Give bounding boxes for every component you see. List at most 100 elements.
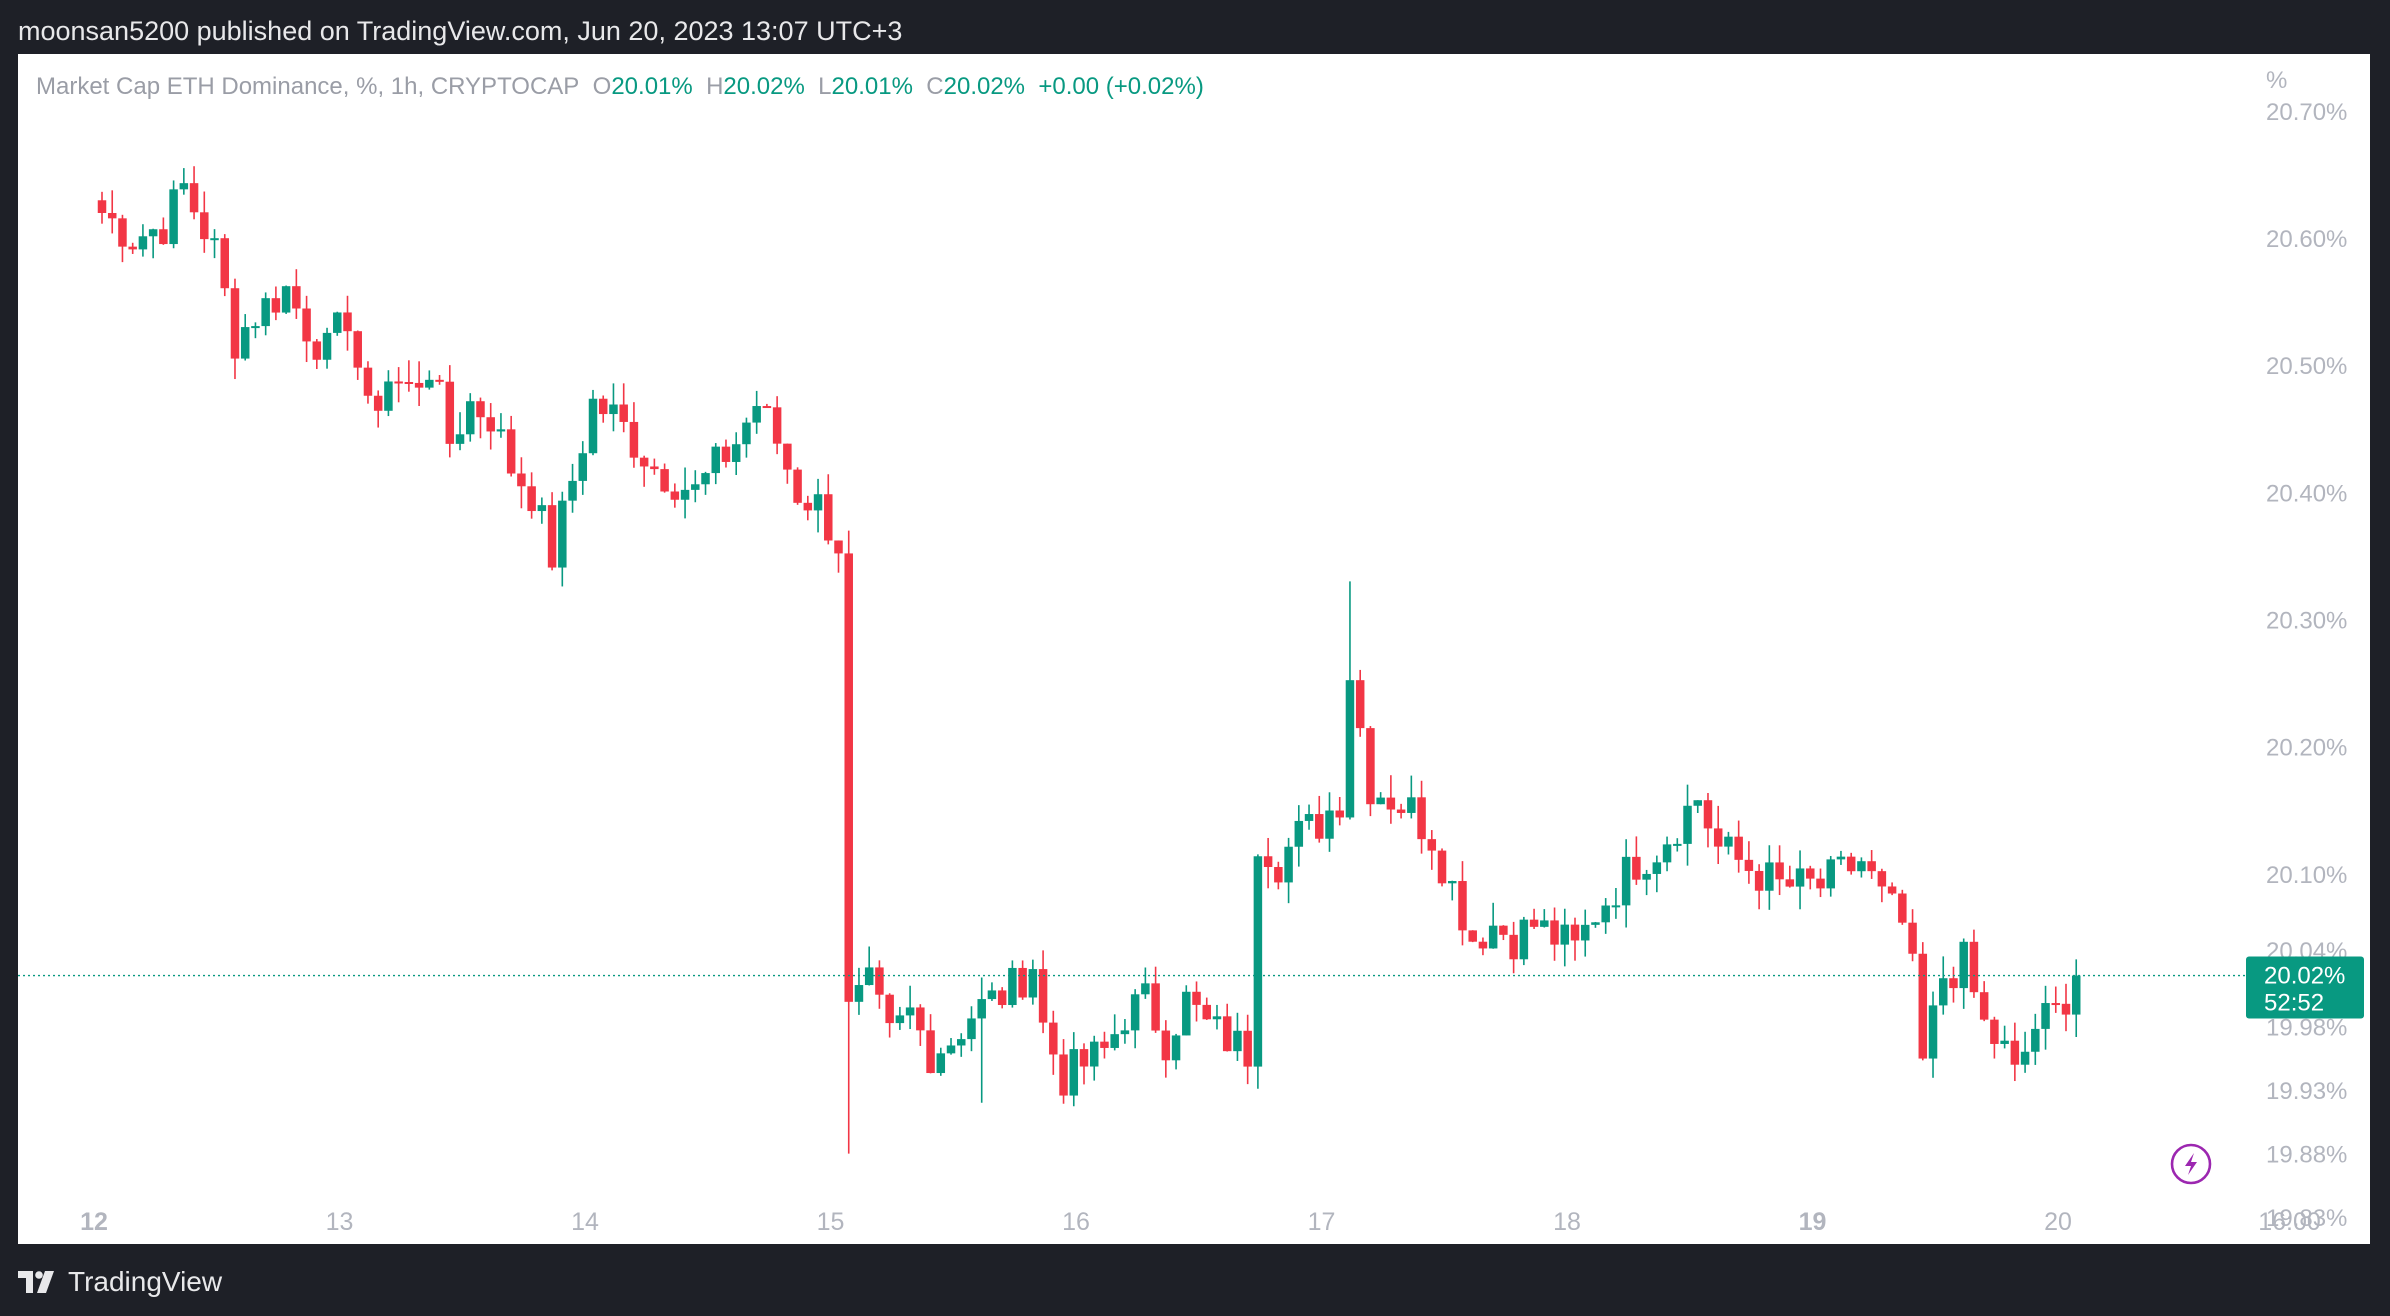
candle [977, 977, 986, 1103]
candle [179, 168, 189, 195]
candle-body [1028, 969, 1038, 998]
candle [506, 415, 516, 477]
candle [1355, 669, 1365, 737]
candle-body [1059, 1054, 1068, 1096]
candle-body [2010, 1040, 2020, 1065]
candle-body [1969, 941, 1979, 993]
legend-close-label: C [926, 73, 944, 100]
candle-body [793, 469, 802, 503]
chart-legend: Market Cap ETH Dominance, %, 1h, CRYPTOC… [36, 73, 1204, 101]
candle-body [373, 395, 383, 411]
candle-body [1038, 969, 1048, 1023]
candle [916, 1004, 925, 1046]
candle-body [1887, 886, 1897, 894]
candle [394, 367, 403, 403]
candle-body [1386, 797, 1396, 810]
candle-body [1979, 992, 1989, 1020]
candle-body [1826, 859, 1835, 889]
tradingview-brand[interactable]: TradingView [18, 1266, 222, 1298]
candle-body [1263, 856, 1273, 868]
candle-body [711, 446, 720, 474]
price-axis: % 20.70% 20.60% 20.50% 20.40% 20.30% 20.20% 20.… [2266, 67, 2347, 1232]
candle-body [2020, 1051, 2030, 1065]
candle [1161, 1020, 1171, 1078]
candle [701, 471, 710, 495]
candle-body [1928, 1005, 1938, 1059]
candle-body [967, 1018, 976, 1040]
chart-panel[interactable]: % 20.70% 20.60% 20.50% 20.40% 20.30% 20.20% 20.… [18, 54, 2370, 1244]
candle [1049, 1010, 1058, 1075]
candle-body [517, 473, 526, 487]
candle [404, 360, 414, 392]
candle-body [118, 218, 127, 247]
legend-open-value: 20.01% [611, 73, 693, 100]
candle [987, 982, 997, 1001]
price-tick-label: 20.50% [2266, 353, 2347, 380]
candle [2071, 959, 2081, 1037]
candle-body [660, 469, 669, 492]
candle [957, 1033, 966, 1057]
candle-body [854, 985, 864, 1002]
candle-body [1151, 983, 1160, 1031]
candle [1509, 921, 1518, 974]
candle [926, 1014, 935, 1074]
candle [875, 960, 884, 1009]
candle [220, 234, 229, 297]
candle-body [987, 990, 997, 1000]
candle-body [1222, 1016, 1232, 1052]
candle [1836, 850, 1846, 865]
time-axis: 12 13 14 15 16 17 18 19 20 16:00 [80, 1208, 2321, 1236]
candle-body [1570, 924, 1580, 941]
lightning-icon[interactable] [2170, 1143, 2212, 1185]
candle-body [1724, 836, 1733, 847]
candle [803, 495, 813, 521]
candle-body [527, 486, 536, 512]
candle [1335, 796, 1344, 826]
candle [660, 463, 669, 493]
candle-body [1437, 850, 1447, 884]
candle-body [1274, 867, 1283, 883]
candle [1059, 1039, 1068, 1104]
candle-body [547, 505, 557, 568]
candle [1795, 850, 1805, 910]
candle-body [1488, 925, 1498, 949]
candle-body [916, 1007, 925, 1031]
candle [885, 993, 894, 1038]
candle-body [1417, 797, 1426, 840]
time-tick-label: 18 [1553, 1208, 1581, 1236]
candle-body [1806, 868, 1815, 879]
candle-body [1683, 805, 1692, 844]
candle [353, 330, 362, 380]
legend-symbol: Market Cap ETH Dominance, %, 1h, CRYPTOC… [36, 73, 580, 100]
legend-open-label: O [592, 73, 612, 100]
candle [1468, 930, 1477, 943]
candle [1826, 855, 1835, 897]
candle-body [271, 298, 281, 313]
candle [1407, 775, 1416, 819]
candle [1887, 882, 1897, 896]
tradingview-logo-icon [18, 1271, 54, 1293]
candle-body [128, 246, 137, 250]
candle-body [97, 200, 107, 213]
candle-body [1304, 814, 1314, 821]
candle [967, 1006, 976, 1052]
candle [1642, 869, 1651, 896]
candle [1192, 981, 1201, 1022]
candlestick-chart[interactable]: % 20.70% 20.60% 20.50% 20.40% 20.30% 20.20% 20.… [18, 54, 2370, 1244]
candle [905, 985, 915, 1030]
candle [1918, 942, 1928, 1061]
candle-body [558, 500, 567, 568]
candle [1979, 981, 1989, 1022]
candle [1274, 861, 1283, 890]
candle-body [1284, 846, 1293, 883]
candle-body [1008, 967, 1017, 1006]
candle-body [394, 381, 403, 384]
candle [1089, 1035, 1099, 1081]
candle [895, 1006, 905, 1030]
candle-body [251, 326, 260, 329]
time-tick-label: 16 [1062, 1208, 1090, 1236]
price-tick-label: 19.88% [2266, 1142, 2347, 1169]
candle-body [1192, 991, 1201, 1005]
candle-body [1611, 905, 1621, 908]
candle-body [1294, 820, 1304, 847]
